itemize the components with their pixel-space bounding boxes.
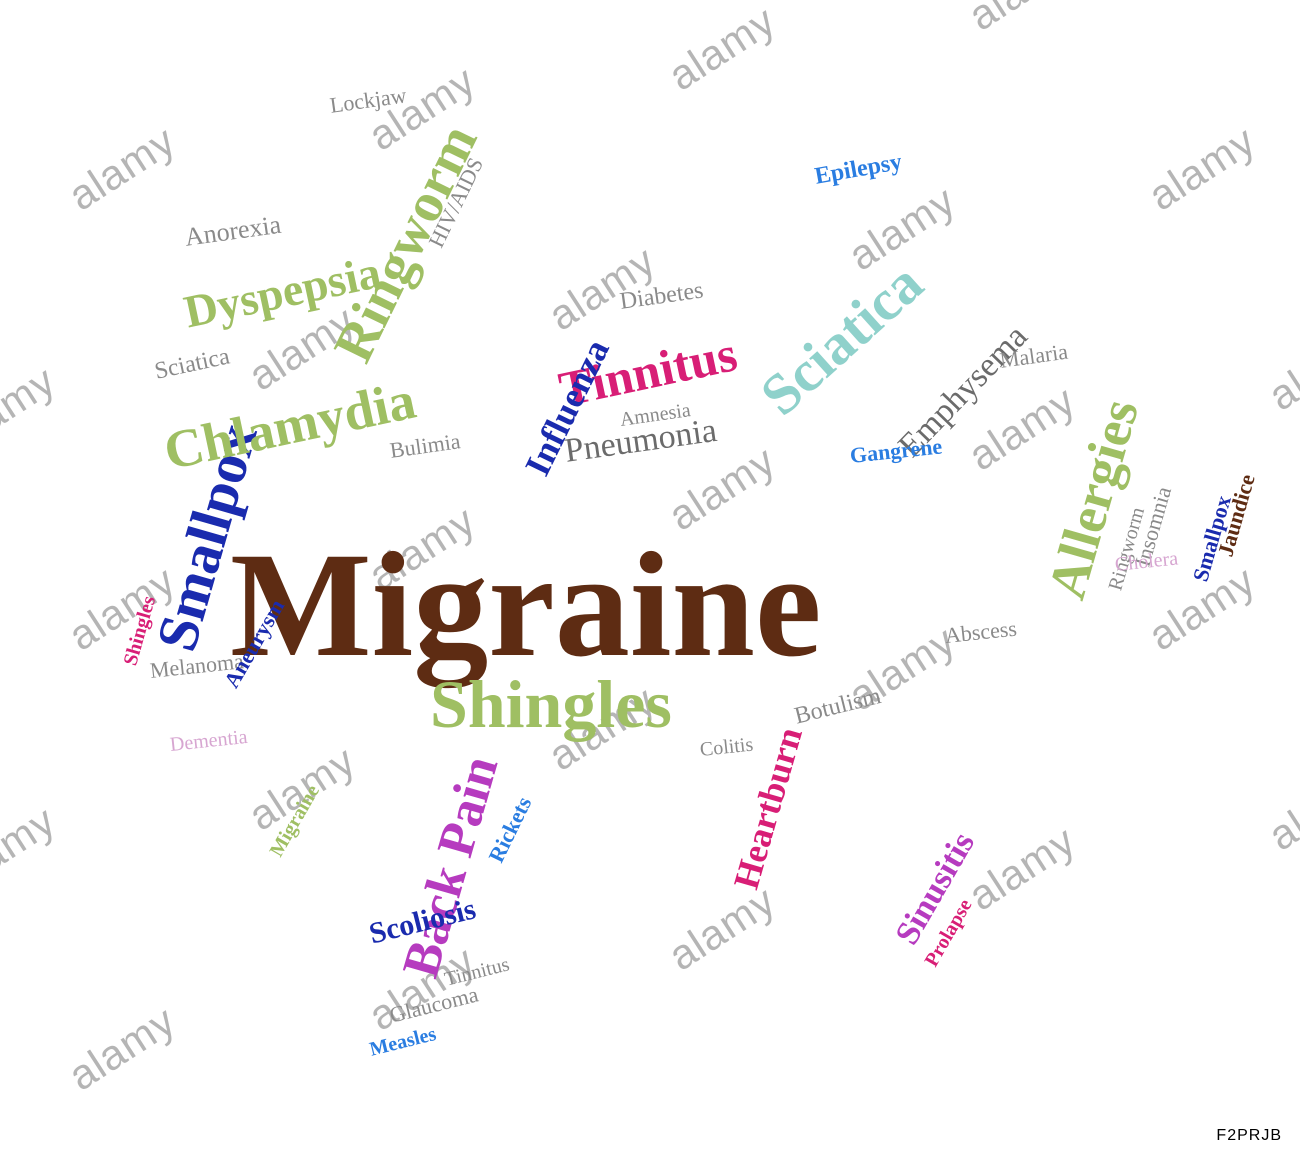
watermark-text: alamy <box>1140 116 1264 220</box>
wordcloud-word: Shingles <box>430 670 672 738</box>
wordcloud-word: Chlamydia <box>159 373 420 479</box>
wordcloud-word: Sciatica <box>751 253 933 425</box>
wordcloud-word: Bulimia <box>388 430 461 462</box>
watermark-text: alamy <box>960 816 1084 920</box>
stock-image-code: F2PRJB <box>1216 1127 1282 1145</box>
watermark-text: alamy <box>960 0 1084 40</box>
wordcloud-word: Sciatica <box>153 344 232 383</box>
wordcloud-word: Botulism <box>792 684 883 729</box>
wordcloud-main-word: Migraine <box>230 530 822 680</box>
wordcloud-word: Ringworm <box>325 116 487 370</box>
wordcloud-word: Anorexia <box>183 212 282 251</box>
watermark-text: alamy <box>660 876 784 980</box>
watermark-text: alamy <box>1260 316 1300 420</box>
wordcloud-word: Cholera <box>1114 548 1179 575</box>
watermark-text: alamy <box>60 116 184 220</box>
wordcloud-word: Epilepsy <box>813 150 904 189</box>
watermark-text: alamy <box>1260 756 1300 860</box>
watermark-text: alamy <box>0 356 64 460</box>
wordcloud-stage: alamy alamy alamy alamy alamy alamy alamy alamy… <box>0 0 1300 1159</box>
wordcloud-word: Back Pain <box>395 751 508 983</box>
wordcloud-word: Dementia <box>169 727 248 755</box>
watermark-text: alamy <box>660 0 784 100</box>
watermark-text: alamy <box>0 796 64 900</box>
watermark-text: alamy <box>60 996 184 1100</box>
wordcloud-word: Abscess <box>944 618 1018 647</box>
wordcloud-word: Colitis <box>699 734 754 759</box>
wordcloud-word: Gangrene <box>849 435 943 467</box>
